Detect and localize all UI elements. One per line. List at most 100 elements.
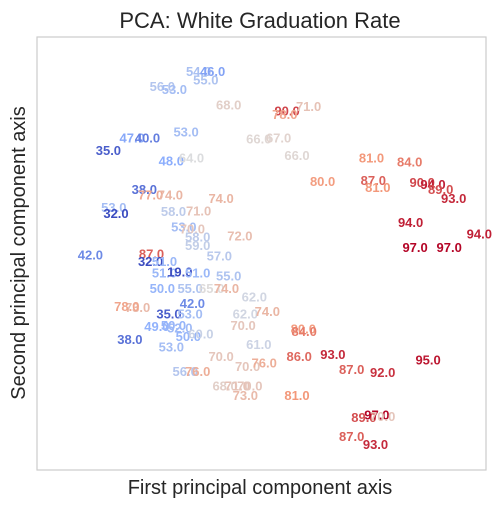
point-label: 54.0 xyxy=(186,64,211,79)
point-label: 50.0 xyxy=(161,318,186,333)
point-label: 97.0 xyxy=(402,240,427,255)
point-label: 53.0 xyxy=(159,340,184,355)
point-label: 93.0 xyxy=(363,437,388,452)
point-label: 71.0 xyxy=(296,99,321,114)
point-label: 62.0 xyxy=(242,290,267,305)
point-label: 51.0 xyxy=(185,265,210,280)
point-label: 80.0 xyxy=(291,322,316,337)
point-label: 53.0 xyxy=(162,82,187,97)
point-label: 58.0 xyxy=(185,229,210,244)
point-label: 81.0 xyxy=(284,388,309,403)
point-label: 73.0 xyxy=(233,388,258,403)
point-label: 65.0 xyxy=(199,281,224,296)
point-label: 74.0 xyxy=(158,187,183,202)
point-label: 89.0 xyxy=(428,182,453,197)
point-label: 81.0 xyxy=(365,180,390,195)
point-label: 53.0 xyxy=(171,219,196,234)
plot-area xyxy=(36,36,487,471)
point-label: 87.0 xyxy=(339,362,364,377)
point-label: 51.0 xyxy=(152,265,177,280)
point-label: 87.0 xyxy=(339,429,364,444)
point-label: 56.0 xyxy=(173,364,198,379)
point-label: 66.0 xyxy=(284,148,309,163)
point-label: 55.0 xyxy=(177,281,202,296)
point-label: 48.0 xyxy=(159,154,184,169)
point-label: 49.0 xyxy=(144,319,169,334)
point-label: 89.0 xyxy=(351,410,376,425)
point-label: 93.0 xyxy=(320,347,345,362)
point-label: 70.0 xyxy=(237,379,262,394)
point-label: 84.0 xyxy=(292,324,317,339)
chart-title: PCA: White Graduation Rate xyxy=(119,8,400,33)
point-label: 68.0 xyxy=(216,98,241,113)
point-label: 95.0 xyxy=(415,353,440,368)
point-label: 74.0 xyxy=(214,281,239,296)
point-label: 70.0 xyxy=(235,359,260,374)
point-label: 50.0 xyxy=(176,329,201,344)
point-label: 57.0 xyxy=(207,248,232,263)
point-label: 53.0 xyxy=(177,306,202,321)
x-axis-label: First principal component axis xyxy=(128,477,393,499)
point-label: 70.0 xyxy=(180,222,205,237)
point-label: 73.0 xyxy=(125,300,150,315)
point-label: 55.0 xyxy=(216,268,241,283)
point-label: 90.0 xyxy=(410,175,435,190)
point-label: 55.0 xyxy=(193,73,218,88)
point-label: 53.0 xyxy=(173,125,198,140)
point-label: 67.0 xyxy=(266,131,291,146)
point-label: 78.0 xyxy=(114,299,139,314)
point-label: 94.0 xyxy=(398,215,423,230)
point-label: 94.0 xyxy=(467,227,492,242)
point-label: 90.0 xyxy=(274,103,299,118)
point-label: 58.0 xyxy=(161,204,186,219)
point-label: 50.0 xyxy=(150,281,175,296)
point-label: 59.0 xyxy=(185,238,210,253)
point-label: 32.0 xyxy=(103,206,128,221)
point-label: 76.0 xyxy=(252,355,277,370)
point-label: 92.0 xyxy=(370,365,395,380)
point-label: 78.0 xyxy=(272,107,297,122)
point-label: 94.0 xyxy=(420,177,445,192)
point-label: 93.0 xyxy=(441,191,466,206)
point-label: 56.0 xyxy=(150,79,175,94)
point-label: 32.0 xyxy=(138,254,163,269)
point-label: 87.0 xyxy=(139,247,164,262)
point-label: 60.0 xyxy=(188,327,213,342)
point-label: 40.0 xyxy=(135,131,160,146)
point-label: 64.0 xyxy=(179,151,204,166)
point-label: 19.0 xyxy=(167,264,192,279)
point-label: 97.0 xyxy=(437,240,462,255)
point-label: 38.0 xyxy=(117,332,142,347)
point-label: 35.0 xyxy=(96,143,121,158)
point-label: 87.0 xyxy=(361,173,386,188)
point-label: 53.0 xyxy=(101,200,126,215)
point-label: 38.0 xyxy=(132,182,157,197)
point-label: 70.0 xyxy=(230,318,255,333)
point-label: 80.0 xyxy=(310,174,335,189)
point-label: 42.0 xyxy=(78,248,103,263)
point-label: 66.0 xyxy=(246,132,271,147)
point-label: 74.0 xyxy=(208,191,233,206)
y-axis-label: Second principal component axis xyxy=(8,106,30,400)
point-label: 76.0 xyxy=(185,364,210,379)
point-label: 70.0 xyxy=(208,349,233,364)
point-label: 97.0 xyxy=(364,408,389,423)
point-label: 46.0 xyxy=(200,64,225,79)
point-label: 74.0 xyxy=(255,304,280,319)
point-label: 61.0 xyxy=(246,337,271,352)
points-layer: 54.046.055.056.053.068.0 90.071.078.053.0… xyxy=(78,64,492,452)
point-label: 71.0 xyxy=(186,203,211,218)
point-label: 71.0 xyxy=(225,379,250,394)
point-label: 84.0 xyxy=(397,154,422,169)
point-label: 51.0 xyxy=(152,254,177,269)
point-label: 70.0 xyxy=(370,409,395,424)
point-label: 68.0 xyxy=(212,379,237,394)
point-label: 72.0 xyxy=(227,228,252,243)
point-label: 35.0 xyxy=(156,306,181,321)
point-label: 47.0 xyxy=(120,131,145,146)
point-label: 62.0 xyxy=(233,306,258,321)
point-label: 52.0 xyxy=(167,321,192,336)
point-label: 86.0 xyxy=(287,349,312,364)
point-label: 42.0 xyxy=(180,296,205,311)
